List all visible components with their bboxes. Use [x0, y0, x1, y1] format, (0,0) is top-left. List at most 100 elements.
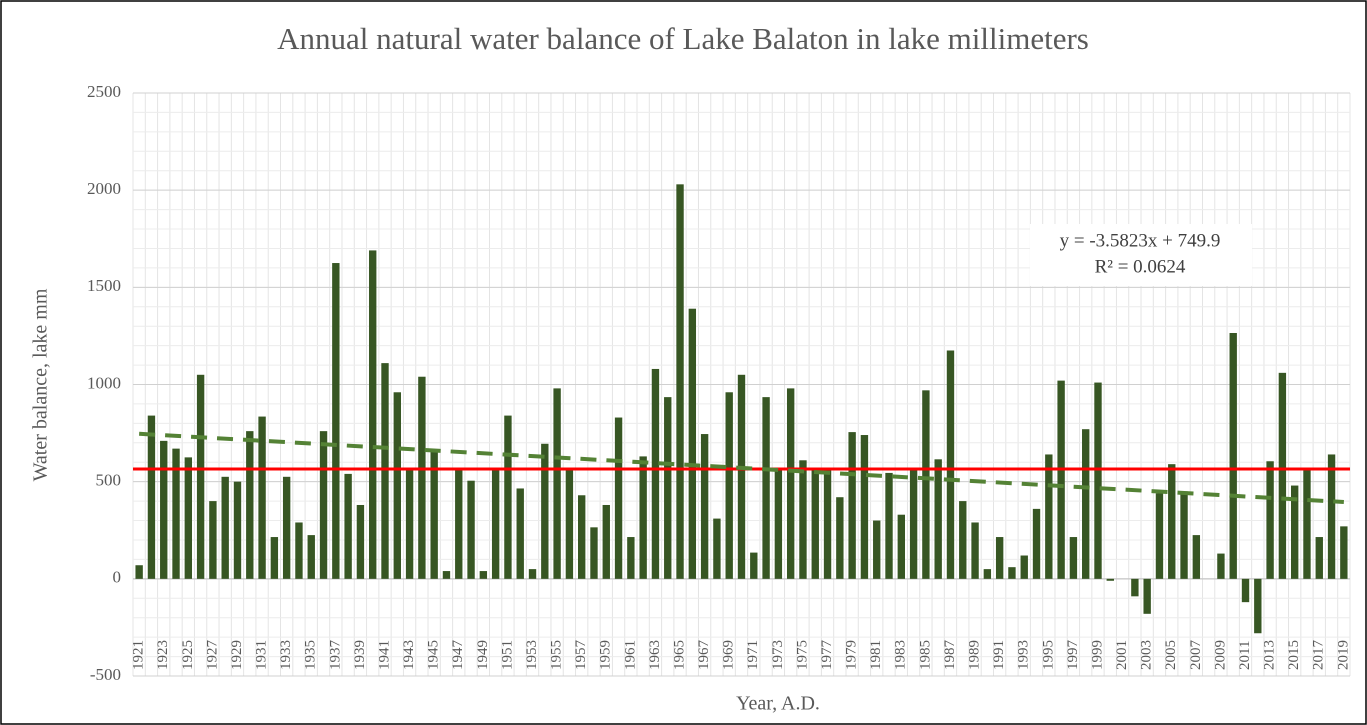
bar: [1254, 578, 1262, 634]
bar: [565, 468, 574, 579]
bar: [221, 476, 229, 579]
bar: [233, 481, 242, 579]
trend-equation: R² = 0.0624: [1095, 256, 1186, 277]
x-tick-label: 1999: [1089, 640, 1105, 670]
bar: [147, 415, 156, 579]
x-tick-label: 1983: [893, 640, 909, 670]
bar: [750, 552, 758, 579]
bar: [393, 392, 401, 579]
x-tick-label: 2013: [1262, 640, 1278, 670]
y-axis-label: Water balance, lake mm: [30, 288, 52, 481]
x-tick-label: 1943: [401, 640, 417, 670]
bar: [528, 569, 537, 579]
bar: [455, 470, 463, 579]
bar: [688, 308, 697, 579]
x-tick-label: 2011: [1237, 641, 1253, 670]
bar: [1278, 372, 1287, 579]
bar: [172, 448, 180, 579]
bar: [799, 460, 807, 579]
bar: [1340, 526, 1348, 579]
x-tick-label: 1965: [671, 640, 687, 670]
y-tick-label: -500: [90, 665, 121, 684]
bar: [442, 571, 451, 579]
bar: [1131, 578, 1139, 597]
x-tick-label: 1977: [819, 640, 835, 671]
bar: [848, 432, 856, 579]
bar: [946, 350, 955, 579]
bar: [1045, 454, 1053, 579]
x-tick-label: 1951: [499, 640, 515, 670]
x-tick-label: 2017: [1311, 640, 1327, 671]
bar: [774, 470, 783, 579]
x-tick-label: 1993: [1016, 640, 1032, 670]
bar: [897, 514, 905, 579]
bar: [270, 537, 279, 579]
bar: [971, 522, 979, 579]
bar: [664, 397, 672, 579]
bar: [823, 470, 832, 579]
bar: [1180, 491, 1188, 579]
bar: [184, 457, 193, 579]
bar: [1094, 382, 1102, 579]
bar: [516, 488, 524, 579]
bar: [553, 388, 561, 579]
bar: [1303, 470, 1311, 579]
bar: [319, 431, 328, 579]
bar: [959, 501, 967, 579]
x-tick-label: 1949: [475, 640, 491, 670]
y-tick-label: 0: [113, 568, 122, 587]
annotation-box: [1030, 224, 1252, 286]
bar: [160, 440, 168, 579]
bar: [1266, 461, 1274, 579]
bar: [725, 392, 733, 579]
x-tick-label: 1941: [376, 640, 392, 670]
bar: [381, 363, 389, 579]
bar: [295, 522, 303, 579]
bar: [1168, 464, 1176, 579]
bar: [909, 468, 918, 579]
x-tick-label: 2003: [1139, 640, 1155, 670]
x-tick-label: 1975: [794, 640, 810, 670]
x-tick-label: 1995: [1040, 640, 1056, 670]
x-tick-label: 1979: [844, 640, 860, 670]
bar: [1241, 578, 1250, 603]
bar: [651, 368, 660, 579]
x-tick-label: 1933: [278, 640, 294, 670]
x-tick-label: 1961: [622, 640, 638, 670]
bar: [1327, 454, 1336, 579]
bar: [836, 497, 844, 579]
x-tick-label: 1929: [229, 640, 245, 670]
bar: [504, 415, 512, 579]
bar: [1143, 578, 1151, 614]
bar: [405, 470, 414, 579]
bar: [860, 435, 869, 579]
x-tick-label: 1981: [868, 640, 884, 670]
bar: [676, 184, 684, 579]
bar: [196, 374, 205, 579]
bar: [356, 504, 365, 579]
bar: [1082, 429, 1090, 579]
x-tick-label: 1955: [549, 640, 565, 670]
x-tick-label: 1989: [967, 640, 983, 670]
bar: [922, 390, 930, 579]
bar: [135, 565, 143, 579]
bar: [332, 263, 340, 579]
bar: [983, 569, 992, 579]
x-tick-label: 1945: [426, 640, 442, 670]
bar: [430, 451, 438, 579]
bar: [307, 535, 315, 579]
bar: [1155, 493, 1164, 579]
bar: [602, 504, 610, 579]
bar: [627, 537, 635, 579]
x-tick-label: 1939: [352, 640, 368, 670]
x-tick-label: 1997: [1065, 640, 1081, 671]
bar: [1020, 555, 1028, 579]
bar: [369, 250, 377, 579]
trend-equation: y = -3.5823x + 749.9: [1060, 230, 1221, 251]
bar: [479, 571, 488, 579]
x-tick-label: 1973: [770, 640, 786, 670]
x-tick-label: 1985: [917, 640, 933, 670]
x-tick-label: 1991: [991, 640, 1007, 670]
bar: [811, 470, 819, 579]
